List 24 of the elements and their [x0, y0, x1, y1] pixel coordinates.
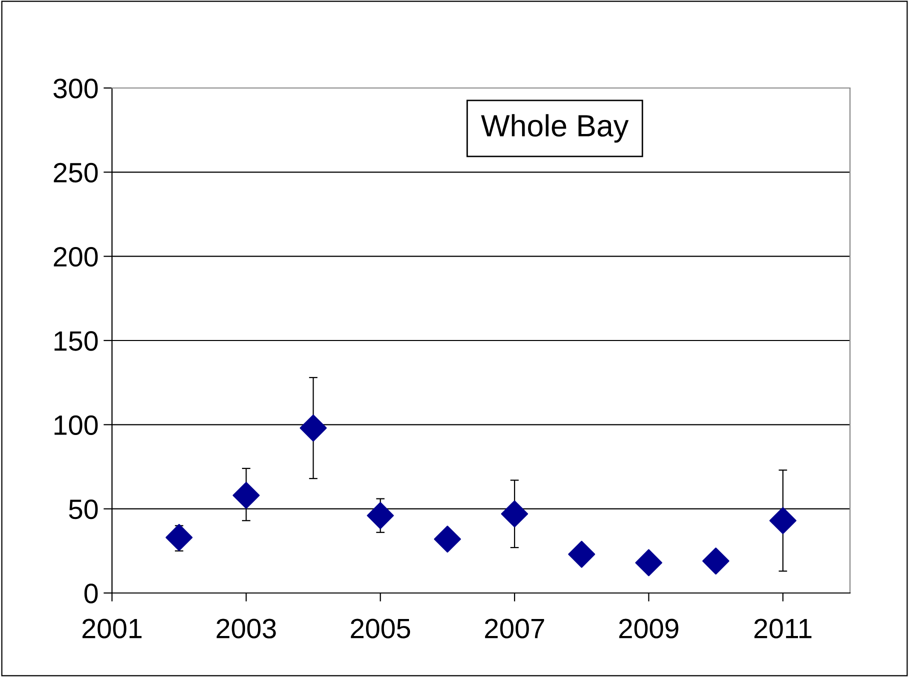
x-tick-label: 2009	[619, 618, 678, 638]
point	[434, 526, 461, 553]
point	[635, 549, 662, 576]
point	[501, 500, 528, 528]
point	[568, 540, 596, 568]
x-tick-label: 2003	[216, 618, 276, 638]
point	[166, 524, 193, 551]
x-tick-label: 2005	[350, 618, 410, 638]
y-tick-label: 300	[54, 78, 98, 98]
y-tick-label: 0	[84, 584, 98, 604]
point	[300, 414, 327, 442]
x-tick-label: 2011	[754, 618, 812, 638]
y-tick-label: 200	[54, 247, 98, 267]
text: Whole Bay	[481, 114, 629, 143]
point	[232, 482, 260, 509]
y-tick-label: 100	[54, 415, 98, 436]
point	[366, 502, 394, 530]
y-tick-label: 250	[54, 162, 98, 183]
y-tick-label: 150	[54, 331, 98, 351]
x-tick-label: 2007	[485, 618, 544, 638]
y-tick-label: 50	[69, 500, 98, 520]
x-tick-label: 2001	[82, 618, 142, 638]
point	[769, 507, 796, 534]
point	[702, 548, 730, 575]
